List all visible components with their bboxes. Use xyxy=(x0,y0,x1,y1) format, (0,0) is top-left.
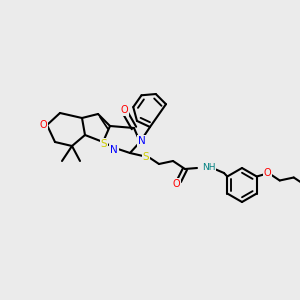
Text: NH: NH xyxy=(202,163,215,172)
Text: O: O xyxy=(120,105,128,115)
Text: N: N xyxy=(110,145,118,155)
Text: S: S xyxy=(101,139,107,149)
Text: O: O xyxy=(264,167,272,178)
Text: O: O xyxy=(39,120,47,130)
Text: S: S xyxy=(143,152,149,162)
Text: N: N xyxy=(138,136,146,146)
Text: O: O xyxy=(172,179,180,189)
